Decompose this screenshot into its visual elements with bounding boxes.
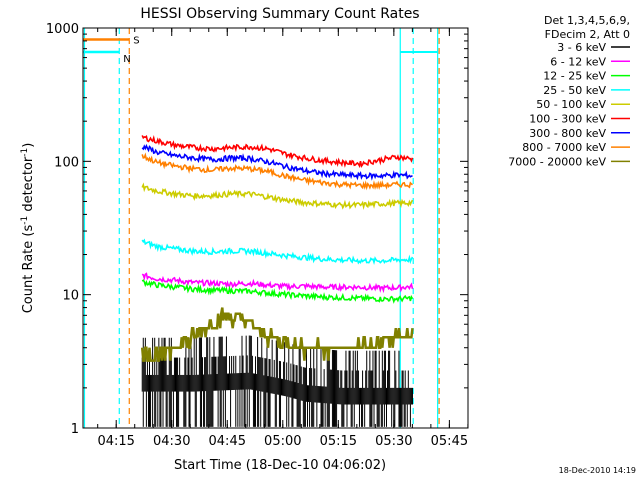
x-tick-label: 04:15 [97,434,134,449]
legend-label: 800 - 7000 keV [522,141,606,154]
series-trace-7 [141,152,414,191]
legend-header-line-1: Det 1,3,4,5,6,9, [544,14,630,27]
series-trace-3 [141,238,414,265]
series-trace-1 [141,272,414,294]
legend-label: 7000 - 20000 keV [508,155,606,168]
series-trace-0 [141,335,413,427]
legend-label: 100 - 300 keV [529,113,606,126]
x-axis-ticks: 04:15 04:30 04:45 05:00 05:15 05:30 05:45 [97,28,469,449]
legend-label: 3 - 6 keV [557,41,606,54]
y-axis-label-sup: -1 [20,148,30,157]
timestamp-stamp: 18-Dec-2010 14:19 [559,466,636,475]
y-tick-label: 100 [54,155,79,170]
plot-frame [82,27,469,429]
legend-label: 25 - 50 keV [543,84,606,97]
y-tick-label: 1 [71,422,79,437]
y-axis-label: Count Rate (s-1 detector-1) [20,143,36,314]
legend-label: 50 - 100 keV [536,98,606,111]
chart-title: HESSI Observing Summary Count Rates [140,6,419,22]
marker-label-s: S [133,35,139,46]
y-axis-label-part: detector [21,156,36,216]
x-tick-label: 04:45 [209,434,246,449]
legend: Det 1,3,4,5,6,9, FDecim 2, Att 0 3 - 6 k… [508,14,630,168]
x-axis-label: Start Time (18-Dec-10 04:06:02) [174,458,386,473]
legend-label: 6 - 12 keV [550,55,606,68]
y-axis-label-sup: -1 [20,216,30,225]
x-tick-label: 05:45 [431,434,468,449]
plot-marks: SN [83,28,440,428]
legend-label: 12 - 25 keV [543,70,606,83]
series-trace-4 [141,182,414,210]
marker-label-n: N [123,54,130,65]
y-tick-label: 1000 [46,22,79,37]
y-axis-label-part: ) [21,143,36,148]
legend-label: 300 - 800 keV [529,127,606,140]
series-trace-6 [141,143,413,181]
y-axis-ticks: 1 10 100 1000 [46,22,468,437]
legend-header-line-2: FDecim 2, Att 0 [545,28,630,41]
y-axis-label-part: Count Rate (s [21,225,36,314]
x-tick-label: 05:00 [264,434,301,449]
y-tick-label: 10 [62,289,79,304]
x-tick-label: 05:30 [375,434,412,449]
x-tick-label: 05:15 [320,434,357,449]
series-trace-5 [141,134,414,169]
series-trace-8 [140,307,414,362]
series-trace-2 [141,279,414,304]
x-tick-label: 04:30 [153,434,190,449]
